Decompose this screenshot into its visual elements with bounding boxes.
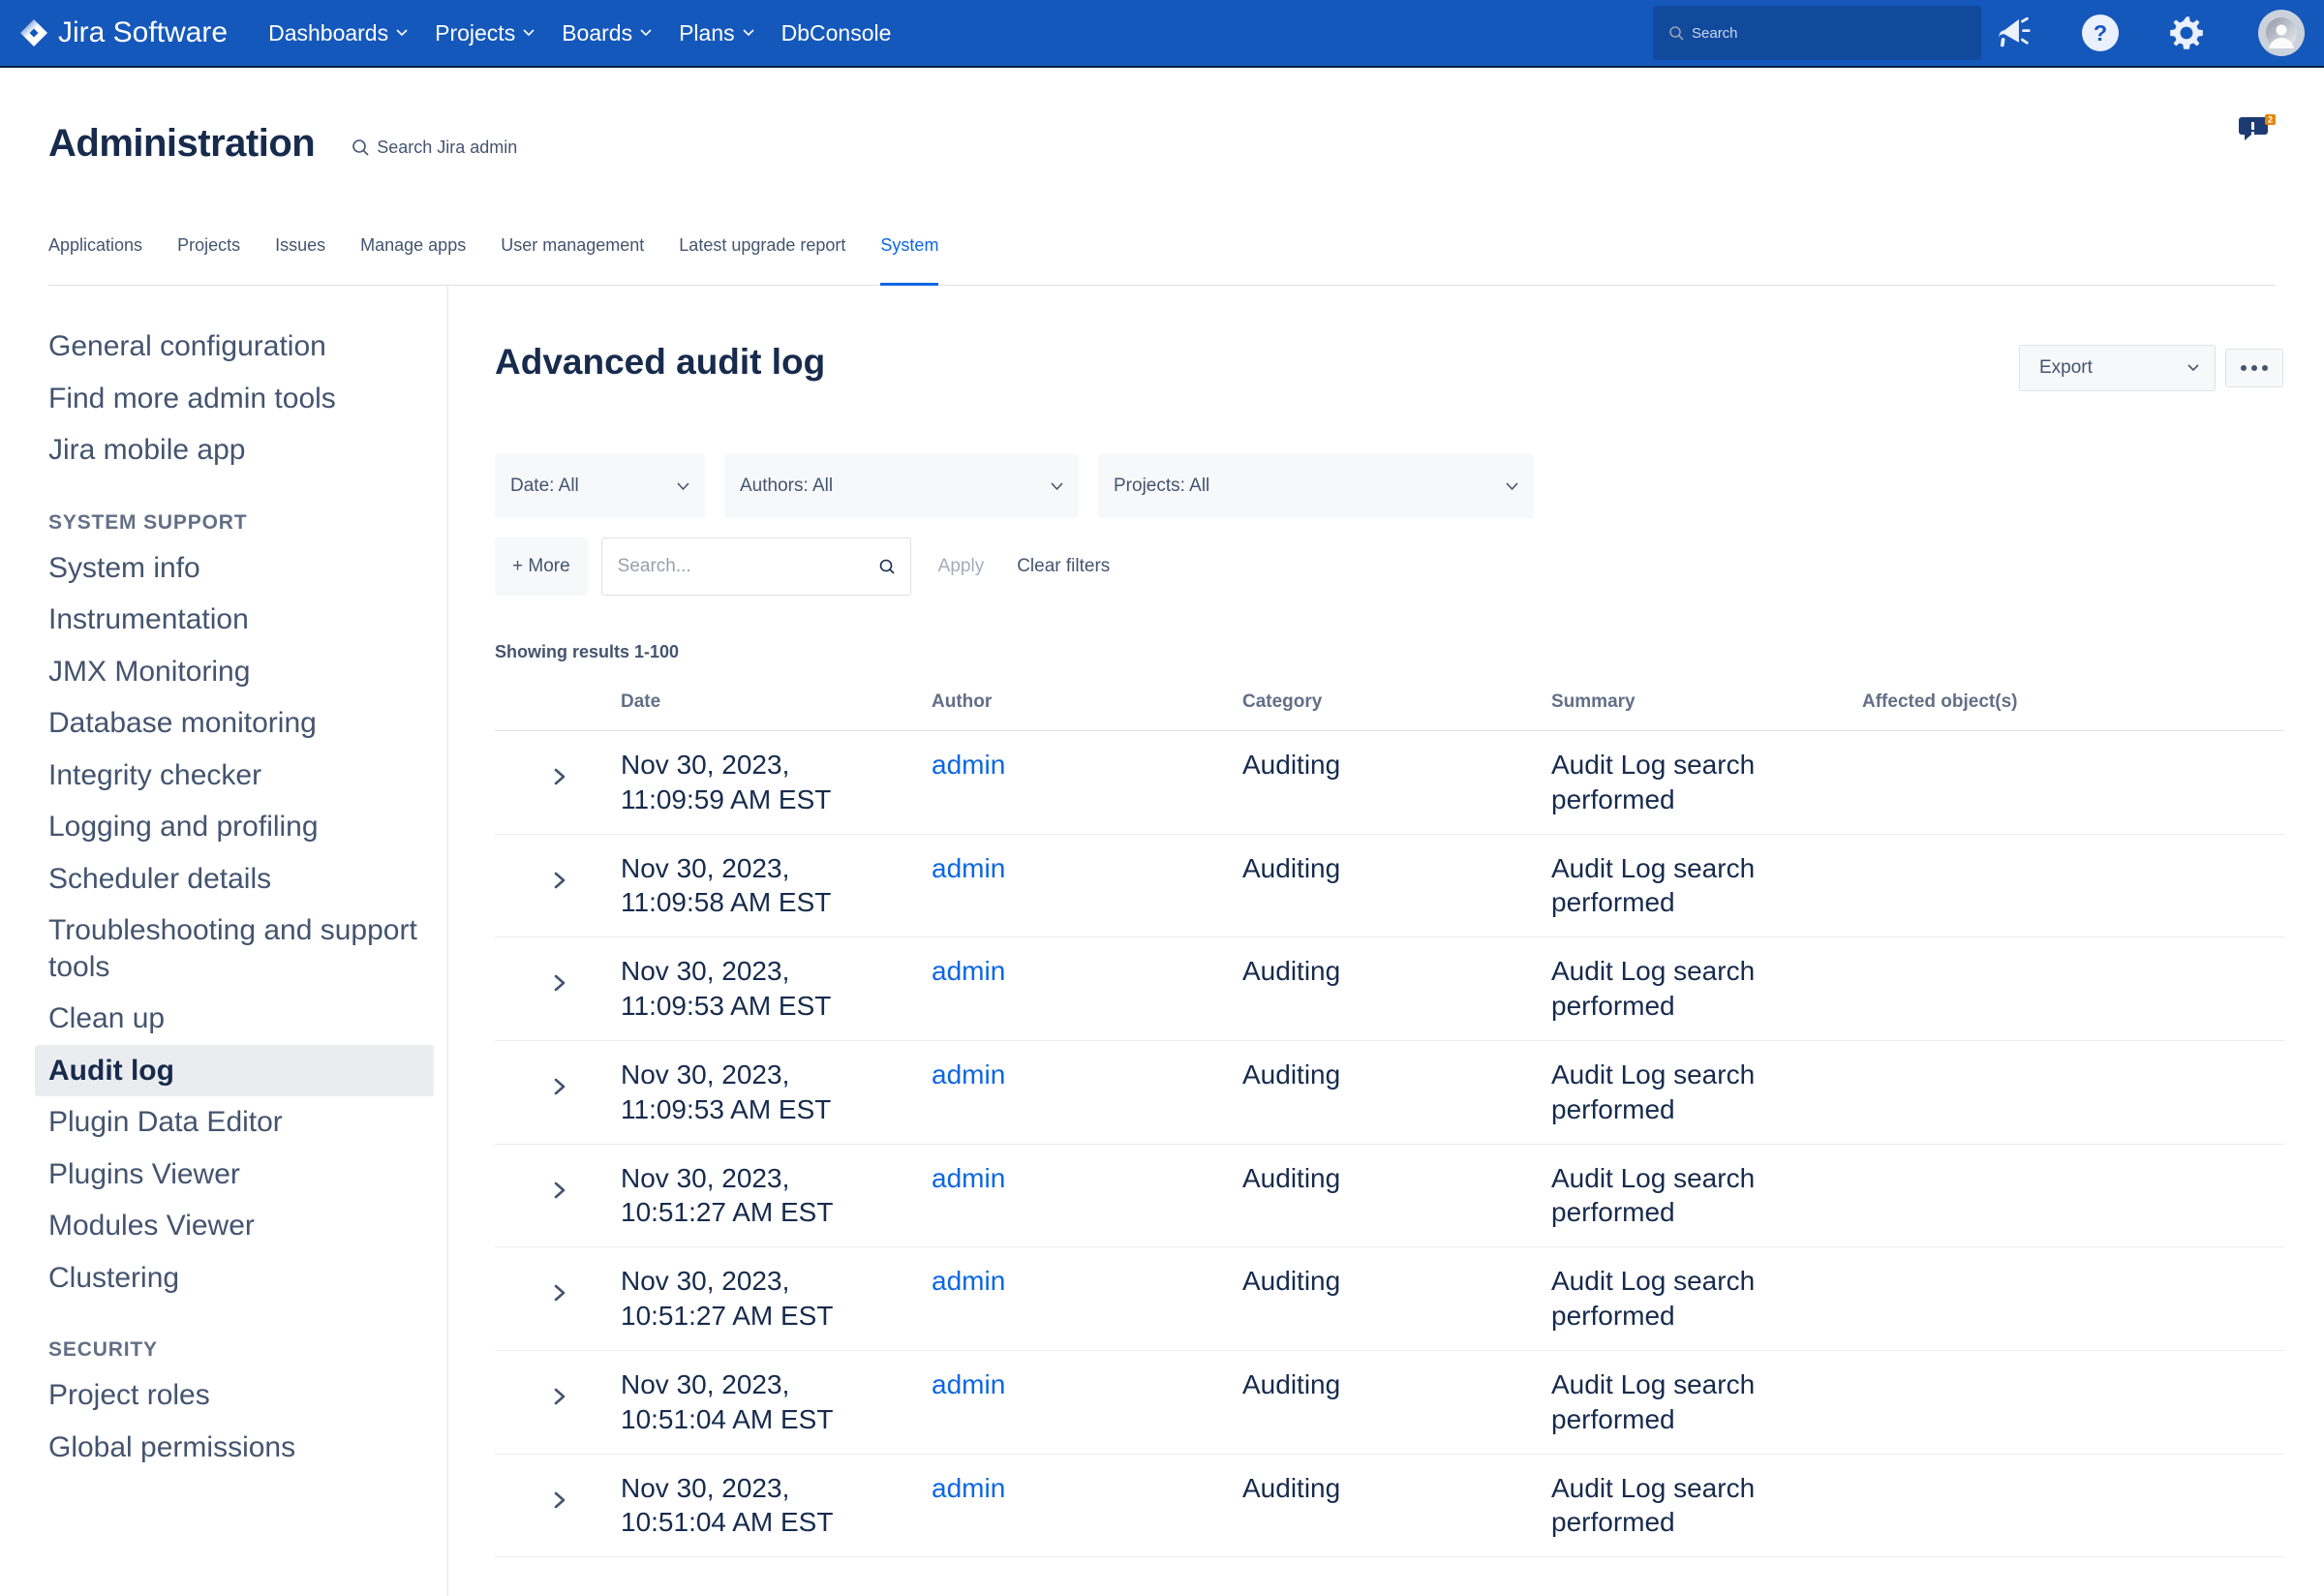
svg-text:?: ? bbox=[2094, 20, 2107, 46]
svg-text:2: 2 bbox=[2268, 115, 2273, 125]
